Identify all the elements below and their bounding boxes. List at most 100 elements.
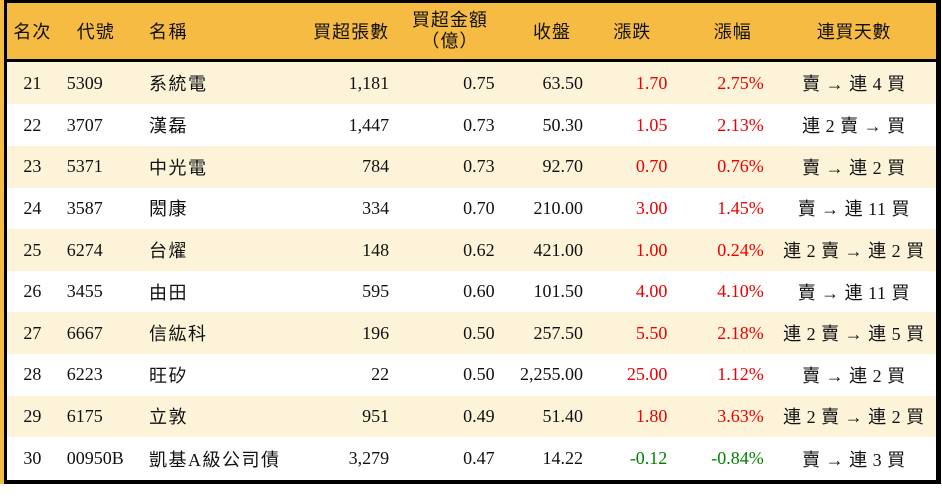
cell-streak: 賣 → 連 4 買 [802,74,906,95]
cell-streak: 連 2 賣 → 連 2 買 [783,407,925,428]
cell-pct: 1.45% [717,197,764,218]
cell-code: 3707 [66,114,103,135]
cell-streak: 賣 → 連 11 買 [797,282,911,303]
cell-code: 6223 [66,364,103,385]
column-header-change: 漲跌 [590,1,676,62]
cell-rank: 29 [23,405,42,426]
column-header-amount-line1: 買超金額 [411,10,488,31]
column-header-volume: 買超張數 [304,1,398,62]
column-header-pct: 漲幅 [675,1,772,62]
cell-code: 3587 [66,197,103,218]
column-header-amount: 買超金額 （億） [397,1,503,62]
table-row: 30 00950B 凱基A級公司債 3,279 0.47 14.22 -0.12 -0.84%… [5,437,939,482]
cell-name: 台燿 [149,241,189,261]
cell-name: 旺矽 [149,365,189,386]
cell-name: 由田 [149,282,189,303]
cell-streak: 連 2 賣 → 連 2 買 [783,241,925,261]
table-row: 29 6175 立敦 951 0.49 51.40 1.80 3.63% 連 2 賣 → 連 2… [5,395,939,438]
cell-volume: 3,279 [348,448,390,469]
cell-change: 4.00 [635,281,668,302]
cell-amount: 0.73 [463,114,495,135]
cell-streak: 賣 → 連 11 買 [797,199,911,220]
cell-change: 1.70 [635,72,668,93]
cell-amount: 0.50 [463,322,495,343]
cell-pct: 2.13% [717,114,764,135]
cell-volume: 148 [362,239,390,260]
cell-streak: 賣 → 連 2 買 [802,157,906,178]
cell-volume: 334 [362,197,390,218]
cell-close: 50.30 [542,114,583,135]
column-header-name: 名稱 [134,1,305,62]
table-row: 23 5371 中光電 784 0.73 92.70 0.70 0.76% 賣 → 連 2 買 [5,146,939,188]
cell-close: 92.70 [542,156,583,177]
cell-rank: 21 [23,72,42,93]
table-row: 28 6223 旺矽 22 0.50 2,255.00 25.00 1.12% 賣 → 連 2 … [5,353,939,396]
cell-code: 00950B [66,448,124,469]
cell-rank: 30 [23,448,42,469]
table-row: 24 3587 閎康 334 0.70 210.00 3.00 1.45% 賣 → 連 11 買 [5,187,939,230]
table-row: 22 3707 漢磊 1,447 0.73 50.30 1.05 2.13% 連 2 賣 → 買 [5,104,939,147]
cell-name: 閎康 [149,199,189,220]
cell-pct: 1.12% [717,364,764,385]
cell-close: 257.50 [533,322,583,343]
column-header-amount-line2: （億） [421,31,479,51]
cell-amount: 0.62 [463,239,495,260]
table-body: 21 5309 系統電 1,181 0.75 63.50 1.70 2.75% 賣 → 連 4 … [5,60,939,482]
cell-amount: 0.75 [463,72,495,93]
table-row: 27 6667 信紘科 196 0.50 257.50 5.50 2.18% 連 2 賣 → 連… [5,312,939,354]
cell-volume: 1,447 [348,114,390,135]
cell-name: 系統電 [149,74,208,95]
cell-close: 101.50 [533,281,583,302]
table-row: 26 3455 由田 595 0.60 101.50 4.00 4.10% 賣 → 連 11 買 [5,270,939,313]
cell-change: 3.00 [635,197,668,218]
cell-name: 立敦 [149,407,189,428]
cell-name: 中光電 [149,157,208,178]
institutional-buy-ranking-table: 名次 代號 名稱 買超張數 買超金額 （億） 收盤 漲跌 漲幅 連買天數 21 5… [4,0,941,484]
cell-change: 25.00 [626,364,668,385]
table-row: 25 6274 台燿 148 0.62 421.00 1.00 0.24% 連 2 賣 → 連 … [5,229,939,271]
cell-close: 210.00 [533,197,583,218]
cell-rank: 26 [23,281,42,302]
cell-close: 2,255.00 [519,364,583,385]
cell-volume: 784 [362,156,390,177]
cell-change: 1.05 [635,114,668,135]
cell-amount: 0.50 [463,364,495,385]
cell-volume: 196 [362,322,390,343]
column-header-streak: 連買天數 [771,1,939,62]
cell-code: 6667 [66,322,103,343]
cell-pct: 0.76% [717,156,764,177]
cell-volume: 951 [362,405,390,426]
cell-amount: 0.60 [463,281,495,302]
column-header-code: 代號 [57,1,135,62]
cell-streak: 連 2 賣 → 連 5 買 [783,324,925,345]
cell-rank: 23 [23,156,42,177]
cell-code: 6175 [66,405,103,426]
cell-streak: 賣 → 連 3 買 [802,449,906,470]
cell-rank: 28 [23,364,42,385]
cell-amount: 0.73 [463,156,495,177]
cell-amount: 0.70 [463,197,495,218]
left-accent-band [0,0,4,484]
header-row: 名次 代號 名稱 買超張數 買超金額 （億） 收盤 漲跌 漲幅 連買天數 [5,1,939,62]
cell-volume: 1,181 [348,72,390,93]
cell-volume: 22 [371,364,390,385]
cell-volume: 595 [362,281,390,302]
cell-code: 5309 [66,72,103,93]
cell-rank: 25 [23,239,42,260]
cell-change: 0.70 [635,156,668,177]
cell-close: 14.22 [542,448,583,469]
cell-streak: 連 2 賣 → 買 [802,116,906,137]
cell-rank: 24 [23,197,42,218]
cell-pct: 4.10% [717,281,764,302]
cell-close: 421.00 [533,239,583,260]
cell-code: 3455 [66,281,103,302]
cell-name: 凱基A級公司債 [149,449,281,470]
column-header-close: 收盤 [502,1,591,62]
cell-pct: -0.84% [711,448,764,469]
table-row: 21 5309 系統電 1,181 0.75 63.50 1.70 2.75% 賣 → 連 4 … [5,60,939,105]
cell-streak: 賣 → 連 2 買 [802,365,906,386]
cell-change: 5.50 [635,322,668,343]
cell-rank: 22 [23,114,42,135]
table-header: 名次 代號 名稱 買超張數 買超金額 （億） 收盤 漲跌 漲幅 連買天數 [5,1,939,62]
